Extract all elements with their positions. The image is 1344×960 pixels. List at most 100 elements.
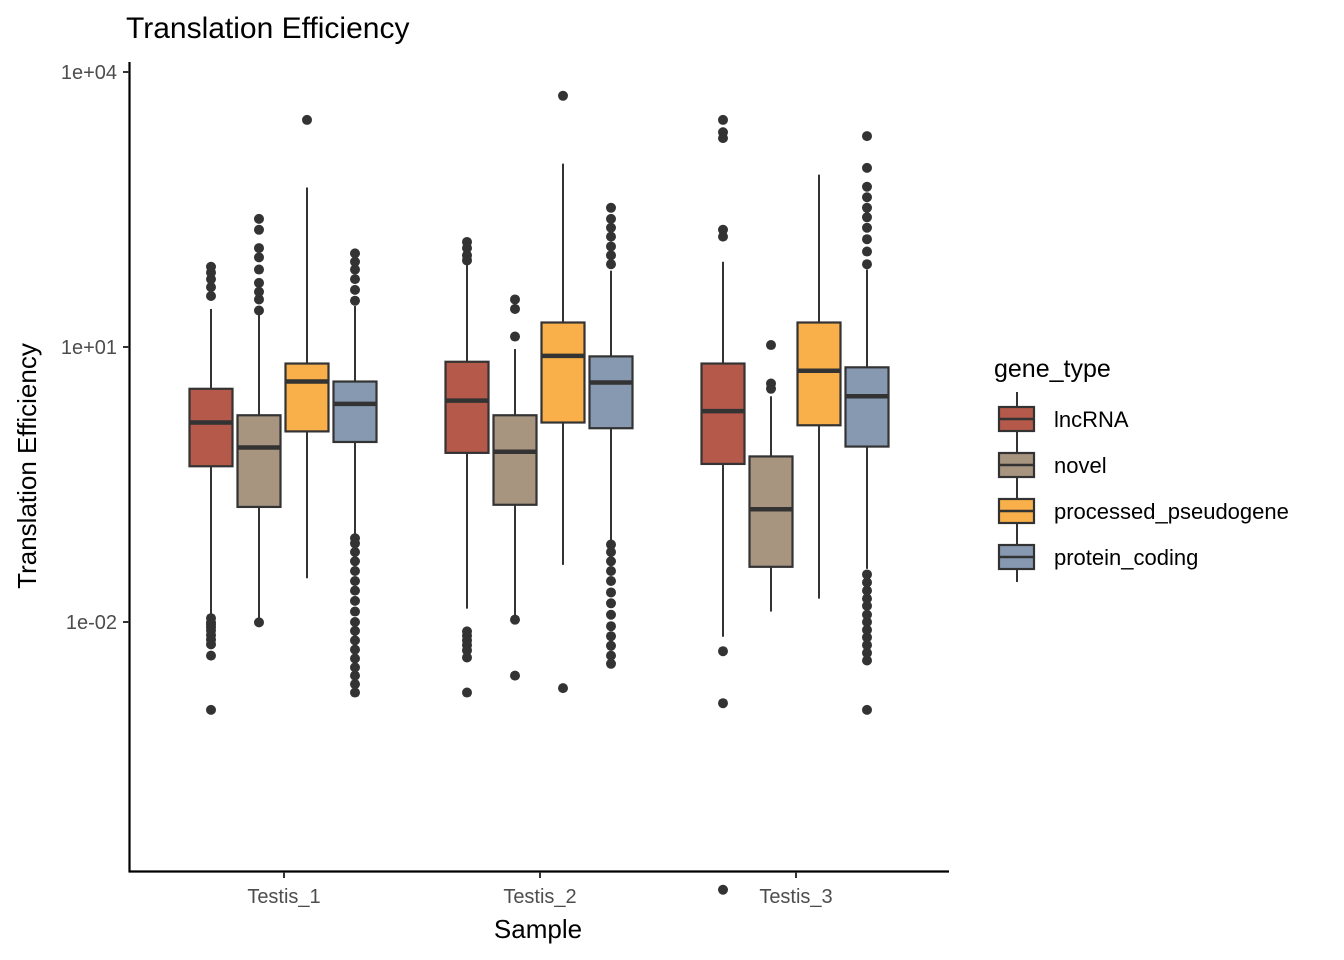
outlier-point [718,698,728,709]
outlier-point [254,305,264,316]
y-axis-title: Translation Efficiency [12,343,42,589]
outlier-point [606,222,616,233]
outlier-point [606,609,616,620]
outlier-point [718,127,728,138]
box-lncRNA-Testis_2 [444,236,490,698]
outlier-point [350,644,360,655]
outlier-point [350,679,360,690]
y-tick-label: 1e+01 [61,337,117,359]
outlier-point [350,576,360,587]
outlier-point [862,259,872,270]
box-protein_coding-Testis_1 [332,248,378,698]
outlier-point [462,652,472,663]
outlier-point [606,640,616,651]
outlier-point [350,585,360,596]
box-novel-Testis_1 [236,213,282,628]
outlier-point [766,340,776,351]
outlier-point [862,212,872,223]
outlier-point [462,687,472,698]
outlier-point [350,295,360,306]
outlier-point [718,231,728,242]
legend-key-lncRNA [997,392,1036,444]
legend: gene_type lncRNA novel processed_pseudogen… [994,355,1289,582]
x-axis-title: Sample [494,914,582,944]
outlier-point [254,294,264,305]
outlier-point [350,617,360,627]
outlier-point [350,566,360,577]
box-lncRNA-Testis_1 [188,261,234,715]
outlier-point [206,291,216,302]
outlier-point [606,650,616,661]
chart-title: Translation Efficiency [126,12,409,45]
outlier-point [254,277,264,288]
legend-label: protein_coding [1054,545,1198,570]
iqr-box [588,355,634,430]
outlier-point [254,213,264,224]
outlier-point [350,248,360,259]
outlier-point [350,274,360,285]
outlier-point [862,234,872,245]
outlier-point [350,662,360,673]
outlier-point [862,131,872,142]
iqr-box [796,321,842,427]
outlier-point [862,632,872,643]
iqr-box [236,414,282,509]
outlier-point [718,114,728,125]
outlier-point [718,224,728,235]
outlier-point [558,90,568,101]
outlier-point [350,687,360,698]
outlier-point [302,114,312,125]
outlier-point [254,286,264,297]
box-processed_pseudogene-Testis_1 [284,114,330,579]
iqr-box [188,387,234,468]
outlier-point [350,595,360,606]
legend-label: novel [1054,453,1107,478]
outlier-point [862,655,872,666]
outlier-point [350,653,360,664]
outlier-point [862,585,872,596]
outlier-point [606,241,616,252]
outlier-point [510,303,520,314]
outlier-point [606,566,616,577]
outlier-point [350,264,360,275]
iqr-box [284,362,330,433]
outlier-point [606,576,616,587]
outlier-point [862,569,872,580]
outlier-point [254,252,264,263]
outlier-point [606,250,616,261]
legend-label: processed_pseudogene [1054,499,1289,524]
outlier-point [606,213,616,224]
outlier-point [350,533,360,544]
outlier-point [862,181,872,192]
outlier-point [606,556,616,567]
box-protein_coding-Testis_3 [844,131,890,715]
outlier-point [350,606,360,617]
outlier-point [558,683,568,694]
outlier-point [862,624,872,635]
outlier-point [206,613,216,624]
outlier-point [462,250,472,261]
iqr-box [444,360,490,454]
outlier-point [254,243,264,254]
iqr-box [332,380,378,444]
outlier-point [606,658,616,669]
legend-title: gene_type [994,355,1111,383]
outlier-point [862,202,872,213]
outlier-point [862,162,872,173]
box-novel-Testis_3 [748,340,794,612]
outlier-point [862,593,872,604]
outlier-point [862,704,872,715]
outlier-point [606,547,616,558]
outlier-point [606,539,616,550]
outlier-point [862,577,872,588]
x-tick-label: Testis_1 [247,886,320,908]
iqr-box [540,321,586,424]
legend-key-processed_pseudogene [997,484,1036,536]
outlier-point [766,378,776,389]
outlier-point [510,614,520,625]
legend-key-novel [997,438,1036,490]
outlier-point [862,192,872,203]
outlier-point [254,617,264,628]
iqr-box [748,455,794,568]
